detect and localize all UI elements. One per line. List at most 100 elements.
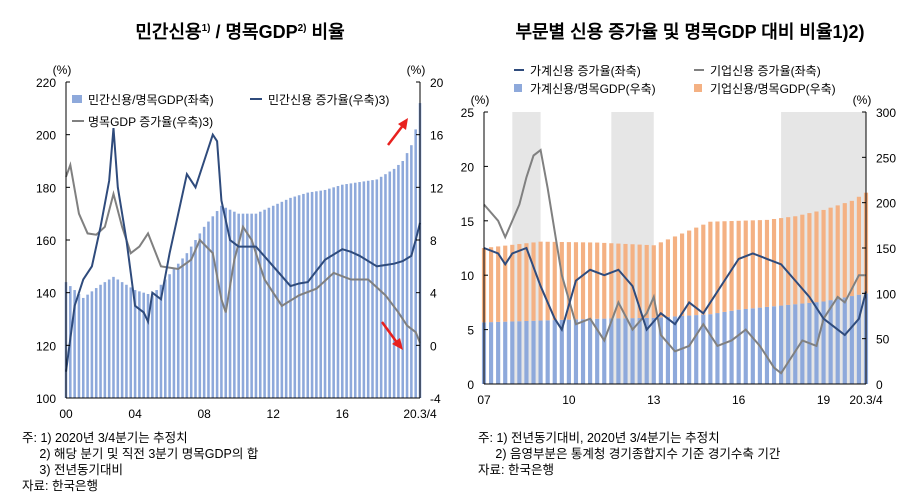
household-bar (729, 310, 734, 384)
corporate-bar (736, 220, 741, 310)
y-left-tick-label: 0 (467, 378, 474, 392)
corporate-bar (496, 246, 501, 322)
household-bar (786, 304, 791, 384)
bar (142, 292, 145, 398)
bar (159, 284, 163, 398)
bar (392, 168, 396, 398)
series-line (483, 246, 867, 337)
bar (133, 290, 137, 398)
bar (112, 276, 115, 398)
bar (246, 213, 249, 398)
corporate-bar (559, 241, 564, 320)
x-tick-label: 08 (197, 407, 211, 421)
x-tick-label: 20.3/4 (849, 393, 883, 407)
y-left-tick-label: 200 (36, 129, 56, 143)
bar (371, 180, 374, 398)
bar (349, 183, 353, 398)
bar (198, 233, 202, 398)
arrow-head (392, 338, 403, 350)
corporate-bar (510, 244, 515, 322)
y-left-tick-label: 140 (36, 287, 56, 301)
household-bar (609, 318, 614, 384)
y-right-tick-label: 200 (876, 197, 896, 211)
y-left-tick-label: 25 (461, 106, 475, 120)
bar (323, 189, 327, 398)
household-bar (708, 314, 713, 384)
x-tick-label: 04 (128, 407, 142, 421)
bar (297, 195, 301, 398)
series-line (65, 128, 421, 372)
household-bar (743, 308, 748, 384)
household-bar (750, 308, 755, 384)
bar (211, 216, 215, 398)
y-right-tick-label: 150 (876, 242, 896, 256)
y-right-tick-label: 16 (430, 129, 444, 143)
bar (129, 287, 133, 398)
x-tick-label: 13 (647, 393, 661, 407)
bar (310, 191, 314, 398)
bar (94, 288, 98, 398)
household-bar (679, 316, 685, 384)
corporate-bar (595, 242, 600, 319)
legend-label: 민간신용 증가율(우축)3) (268, 93, 389, 107)
bar (410, 145, 413, 398)
y-left-tick-label: 5 (467, 324, 474, 338)
y-left-tick-label: 20 (461, 160, 475, 174)
corporate-bar (849, 200, 854, 297)
bar (172, 268, 176, 398)
corporate-bar (694, 227, 699, 316)
bar (336, 186, 340, 398)
bar (241, 213, 245, 398)
bar (358, 182, 361, 398)
corporate-bar (779, 218, 784, 306)
x-tick-label: 07 (477, 393, 491, 407)
y-right-tick-label: 4 (430, 287, 437, 301)
household-bar (701, 314, 706, 384)
bar (168, 274, 171, 398)
bar (289, 197, 292, 398)
household-bar (517, 321, 522, 384)
household-bar (637, 318, 642, 384)
y-left-tick-label: 15 (461, 215, 475, 229)
corporate-bar (580, 242, 586, 320)
y-left-tick-label: 10 (461, 269, 475, 283)
household-bar (715, 313, 720, 384)
bar (397, 164, 400, 398)
right-notes: 주: 1) 전년동기대비, 2020년 3/4분기는 추정치 2) 음영부분은 … (478, 431, 781, 477)
household-bar (602, 318, 607, 384)
corporate-bar (488, 247, 494, 323)
y-right-unit: (%) (853, 93, 872, 107)
household-bar (623, 318, 628, 384)
household-bar (503, 321, 508, 384)
household-bar (849, 296, 854, 384)
corporate-bar (566, 242, 571, 320)
legend-swatch-bar (72, 95, 82, 103)
x-tick-label: 10 (562, 393, 576, 407)
bar (90, 291, 94, 398)
bar (73, 290, 76, 398)
y-right-tick-label: 12 (430, 181, 444, 195)
legend-label: 명목GDP 증가율(우축)3) (88, 115, 213, 129)
bar (233, 211, 236, 398)
household-bar (658, 317, 663, 384)
legend-label: 기업신용 증가율(좌축) (710, 64, 821, 78)
household-bar (764, 306, 770, 384)
corporate-bar (807, 213, 812, 303)
bar (315, 191, 318, 398)
household-bar (531, 320, 536, 384)
corporate-bar (517, 244, 522, 322)
corporate-bar (856, 196, 862, 295)
x-tick-label: 16 (336, 407, 350, 421)
y-left-unit: (%) (53, 63, 72, 77)
y-left-tick-label: 160 (36, 234, 56, 248)
arrow-head (398, 118, 408, 130)
bar (258, 211, 262, 398)
bar (81, 297, 85, 398)
corporate-bar (722, 221, 727, 312)
y-left-tick-label: 120 (36, 339, 56, 353)
bar (284, 199, 288, 398)
y-left-tick-label: 100 (36, 392, 56, 406)
x-tick-label: 16 (732, 393, 746, 407)
bar (366, 180, 370, 398)
bar (151, 295, 154, 398)
